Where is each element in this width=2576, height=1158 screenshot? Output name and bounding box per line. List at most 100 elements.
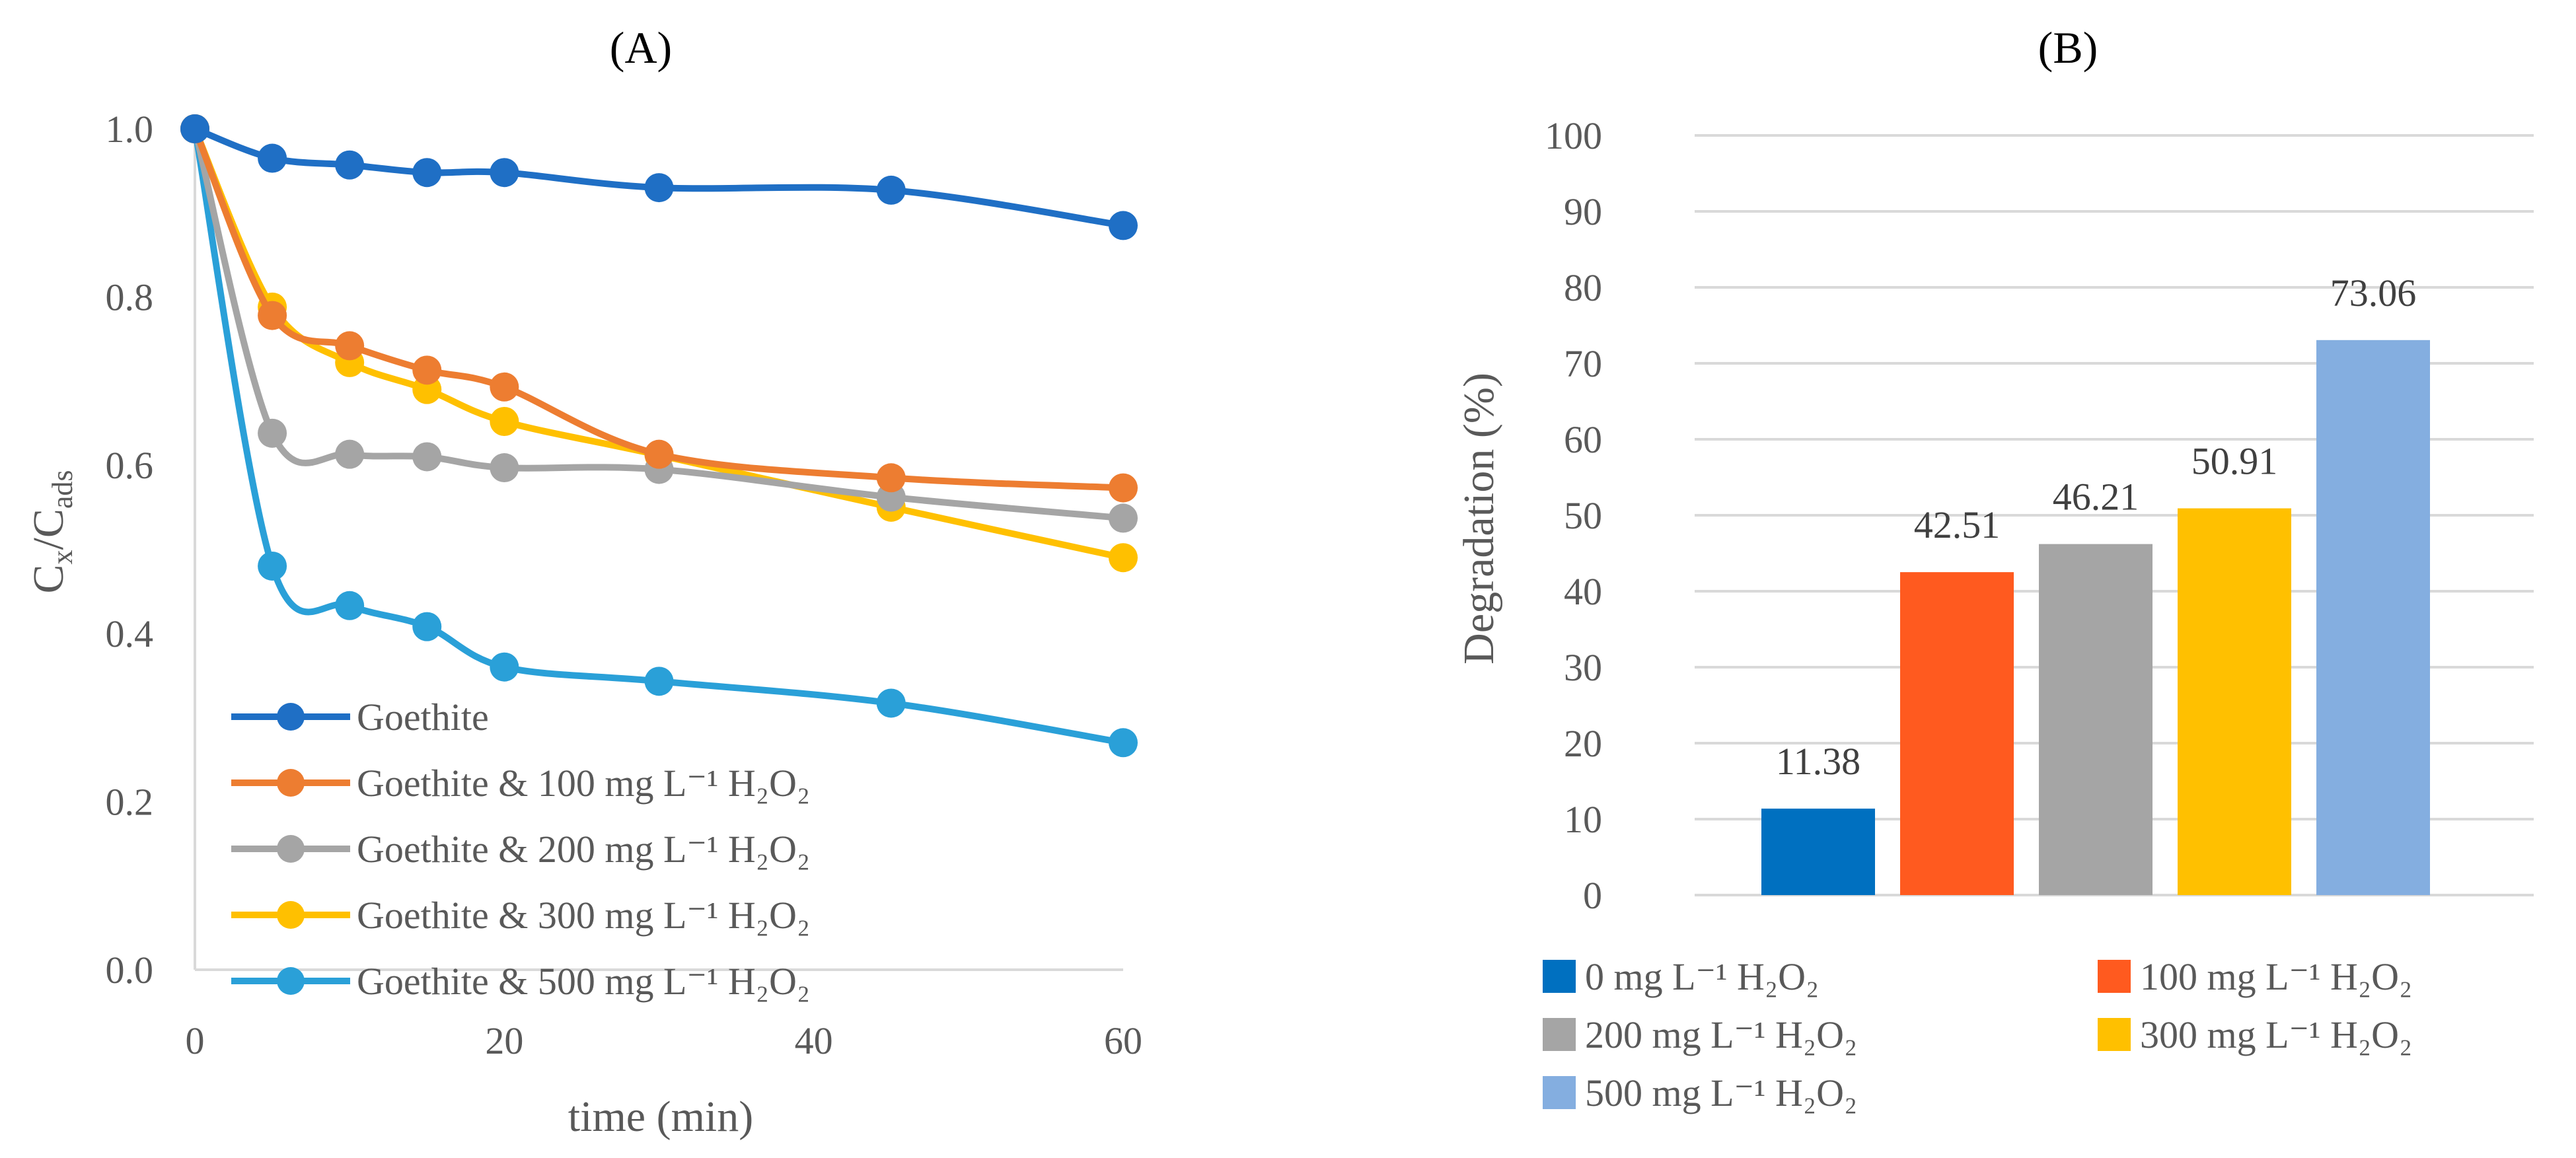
y-label-slash-c: /C xyxy=(24,509,73,550)
legend-label: Goethite & 200 mg L⁻¹ H₂O₂ xyxy=(357,828,810,871)
y-tick-label: 0.8 xyxy=(106,276,154,319)
y-tick-label: 90 xyxy=(1564,190,1602,233)
data-point xyxy=(412,158,442,188)
bar-value-label: 73.06 xyxy=(2330,271,2417,314)
bar xyxy=(1761,809,1875,895)
data-point xyxy=(1109,728,1138,758)
legend-entry: 0 mg L⁻¹ H₂O₂ xyxy=(1543,955,1819,998)
data-point xyxy=(876,175,906,205)
bar xyxy=(1900,572,2014,895)
y-tick-label: 80 xyxy=(1564,266,1602,309)
data-point xyxy=(1109,543,1138,573)
data-point xyxy=(644,667,674,696)
legend-entry: Goethite & 300 mg L⁻¹ H₂O₂ xyxy=(231,894,810,937)
panel-a-x-ticks: 0 20 40 60 xyxy=(186,1019,1143,1062)
data-point xyxy=(1109,211,1138,240)
legend-entry: 100 mg L⁻¹ H₂O₂ xyxy=(2098,955,2412,998)
y-tick-label: 0.2 xyxy=(106,780,154,823)
legend-entry: 200 mg L⁻¹ H₂O₂ xyxy=(1543,1013,1857,1056)
y-tick-label: 30 xyxy=(1564,646,1602,689)
legend-label: 0 mg L⁻¹ H₂O₂ xyxy=(1585,955,1819,998)
y-tick-label: 10 xyxy=(1564,798,1602,841)
legend-label: Goethite & 300 mg L⁻¹ H₂O₂ xyxy=(357,894,810,937)
legend-label: 200 mg L⁻¹ H₂O₂ xyxy=(1585,1013,1857,1056)
data-point xyxy=(180,114,209,143)
legend-label: 100 mg L⁻¹ H₂O₂ xyxy=(2140,955,2412,998)
bar xyxy=(2316,340,2430,895)
panel-a-series xyxy=(180,114,1138,758)
data-point xyxy=(335,331,365,361)
data-point xyxy=(412,612,442,641)
legend-label: Goethite xyxy=(357,696,489,739)
panel-a-x-axis-title: time (min) xyxy=(568,1093,753,1141)
y-label-c: C xyxy=(24,564,73,593)
bar xyxy=(2178,508,2291,895)
legend-swatch xyxy=(1543,1018,1576,1051)
legend-label: Goethite & 100 mg L⁻¹ H₂O₂ xyxy=(357,762,810,805)
data-point xyxy=(876,688,906,718)
legend-label: 300 mg L⁻¹ H₂O₂ xyxy=(2140,1013,2412,1056)
data-point xyxy=(258,551,287,581)
series-1 xyxy=(180,114,1138,503)
legend-label: Goethite & 500 mg L⁻¹ H₂O₂ xyxy=(357,960,810,1003)
data-point xyxy=(258,143,287,173)
y-label-sub-x: x xyxy=(46,550,79,564)
data-point xyxy=(412,355,442,385)
series-2 xyxy=(180,114,1138,533)
legend-entry: 300 mg L⁻¹ H₂O₂ xyxy=(2098,1013,2412,1056)
legend-swatch xyxy=(1543,1076,1576,1109)
panel-a-legend: Goethite Goethite & 100 mg L⁻¹ H₂O₂ Goethi… xyxy=(231,696,810,1003)
panel-b-title: (B) xyxy=(2038,22,2098,73)
panel-b-bars xyxy=(1761,340,2430,895)
data-point xyxy=(335,439,365,469)
y-tick-label: 0.6 xyxy=(106,444,154,487)
y-tick-label: 60 xyxy=(1564,418,1602,461)
data-point xyxy=(1109,503,1138,533)
panel-b-y-ticks: 0 10 20 30 40 50 60 70 80 90 100 xyxy=(1545,114,1602,917)
panel-b-bar-chart: (B) 0 10 20 30 40 50 60 70 80 90 100 11.38 42.51 46.… xyxy=(1455,22,2534,1114)
y-tick-label: 70 xyxy=(1564,342,1602,385)
x-tick-label: 0 xyxy=(186,1019,205,1062)
legend-marker xyxy=(277,835,305,863)
legend-marker xyxy=(277,967,305,995)
panel-b-legend: 0 mg L⁻¹ H₂O₂ 100 mg L⁻¹ H₂O₂ 200 mg L⁻¹ H… xyxy=(1543,955,2412,1114)
bar-value-label: 50.91 xyxy=(2191,440,2278,483)
data-point xyxy=(490,407,519,437)
panel-a-y-axis-title: Cx/Cads xyxy=(24,470,79,593)
y-tick-label: 1.0 xyxy=(106,108,154,151)
data-point xyxy=(490,372,519,402)
y-tick-label: 100 xyxy=(1545,114,1602,157)
legend-label: 500 mg L⁻¹ H₂O₂ xyxy=(1585,1071,1857,1114)
legend-entry: Goethite & 500 mg L⁻¹ H₂O₂ xyxy=(231,960,810,1003)
data-point xyxy=(1109,473,1138,503)
series-line xyxy=(194,126,1124,229)
x-tick-label: 20 xyxy=(485,1019,523,1062)
bar-value-label: 11.38 xyxy=(1776,740,1860,783)
data-point xyxy=(258,301,287,330)
legend-entry: Goethite & 200 mg L⁻¹ H₂O₂ xyxy=(231,828,810,871)
panel-b-y-axis-title: Degradation (%) xyxy=(1455,373,1503,665)
y-tick-label: 0 xyxy=(1583,874,1602,917)
legend-swatch xyxy=(2098,960,2131,993)
bar-value-label: 42.51 xyxy=(1914,503,2001,546)
legend-swatch xyxy=(1543,960,1576,993)
series-0 xyxy=(180,114,1138,240)
data-point xyxy=(644,173,674,203)
data-point xyxy=(258,418,287,448)
y-label-sub-ads: ads xyxy=(46,470,79,509)
y-tick-label: 20 xyxy=(1564,722,1602,765)
data-point xyxy=(412,442,442,472)
x-tick-label: 60 xyxy=(1104,1019,1142,1062)
bar xyxy=(2039,544,2153,895)
legend-entry: 500 mg L⁻¹ H₂O₂ xyxy=(1543,1071,1857,1114)
data-point xyxy=(490,158,519,188)
legend-entry: Goethite & 100 mg L⁻¹ H₂O₂ xyxy=(231,762,810,805)
panel-b-data-labels: 11.38 42.51 46.21 50.91 73.06 xyxy=(1776,271,2416,783)
series-4 xyxy=(180,114,1138,758)
legend-marker xyxy=(277,703,305,731)
y-tick-label: 40 xyxy=(1564,570,1602,613)
data-point xyxy=(335,150,365,180)
y-tick-label: 0.4 xyxy=(106,612,154,655)
legend-marker xyxy=(277,901,305,929)
legend-marker xyxy=(277,769,305,797)
